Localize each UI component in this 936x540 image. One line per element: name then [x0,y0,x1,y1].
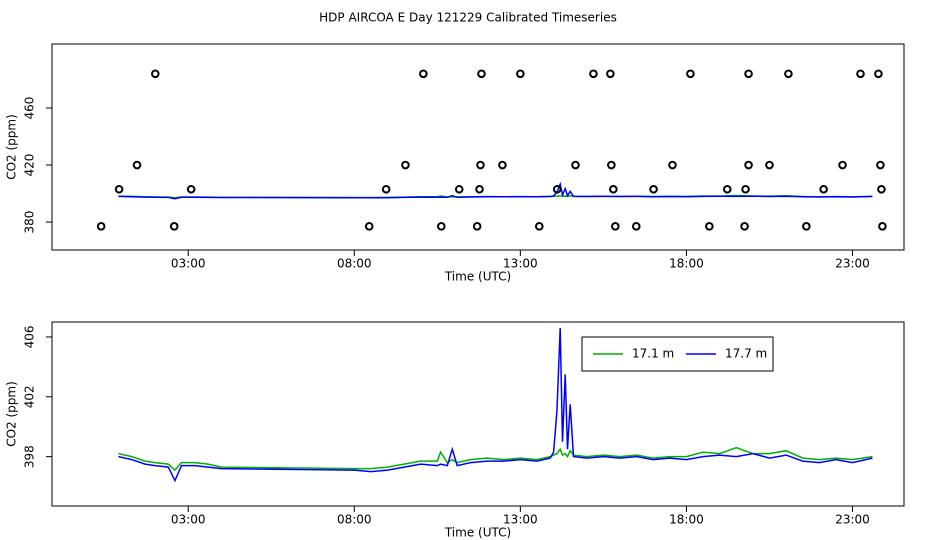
data-point [498,160,507,170]
data-point [802,222,811,231]
data-point [856,69,865,79]
data-point [838,160,847,170]
data-point [611,222,620,231]
y-axis-title: CO2 (ppm) [5,381,19,447]
data-point [476,160,485,170]
y-tick-label: 420 [23,154,37,177]
y-axis-title: CO2 (ppm) [5,114,19,180]
x-tick-label: 13:00 [503,513,538,527]
data-point [516,69,525,79]
data-point [784,69,793,79]
x-tick-label: 18:00 [669,257,704,271]
data-point [436,222,446,231]
data-point [819,184,828,194]
legend: 17.1 m 17.7 m [581,336,774,372]
data-point [765,160,774,170]
data-line [118,181,873,200]
data-point [876,160,885,170]
data-point [649,184,658,194]
data-point [186,184,196,194]
x-axis-title: Time (UTC) [444,270,511,284]
data-point [878,222,887,231]
x-tick-label: 13:00 [503,257,538,271]
data-point [169,222,179,231]
data-point [381,184,391,194]
legend-label: 17.1 m [632,347,674,361]
data-line [118,446,873,472]
data-point [151,69,160,79]
data-line [118,327,873,483]
data-point [741,184,750,194]
data-point [571,160,580,170]
y-tick-label: 406 [23,326,37,349]
data-point [686,69,695,79]
data-point [114,184,124,194]
x-tick-label: 08:00 [337,257,372,271]
x-tick-label: 08:00 [337,513,372,527]
data-point [722,184,732,194]
data-point [877,184,886,194]
legend-label: 17.7 m [725,347,767,361]
data-point [552,184,562,194]
data-point [132,160,142,170]
data-point [740,222,749,231]
x-tick-label: 03:00 [171,513,206,527]
data-point [401,160,410,170]
data-point [454,184,464,194]
data-point [419,69,428,79]
data-point [477,69,486,79]
data-point [589,69,598,79]
plot-box [51,43,905,251]
data-point [609,184,618,194]
data-point [668,160,677,170]
x-tick-label: 03:00 [171,257,206,271]
data-point [744,69,753,79]
data-point [606,69,615,79]
x-tick-label: 23:00 [835,513,870,527]
data-point [472,222,482,231]
data-point [744,160,753,170]
y-tick-label: 402 [23,385,37,408]
data-point [96,222,106,231]
data-point [631,222,641,231]
data-point [607,160,616,170]
x-tick-label: 23:00 [835,257,870,271]
plot-box [51,321,905,507]
data-point [874,69,883,79]
y-tick-label: 398 [23,445,37,468]
data-point [534,222,544,231]
y-tick-label: 460 [23,97,37,120]
data-point [705,222,714,231]
y-tick-label: 380 [23,211,37,234]
data-point [364,222,374,231]
x-tick-label: 18:00 [669,513,704,527]
x-axis-title: Time (UTC) [444,526,511,540]
figure-title: HDP AIRCOA E Day 121229 Calibrated Times… [319,11,617,25]
data-point [475,184,484,194]
